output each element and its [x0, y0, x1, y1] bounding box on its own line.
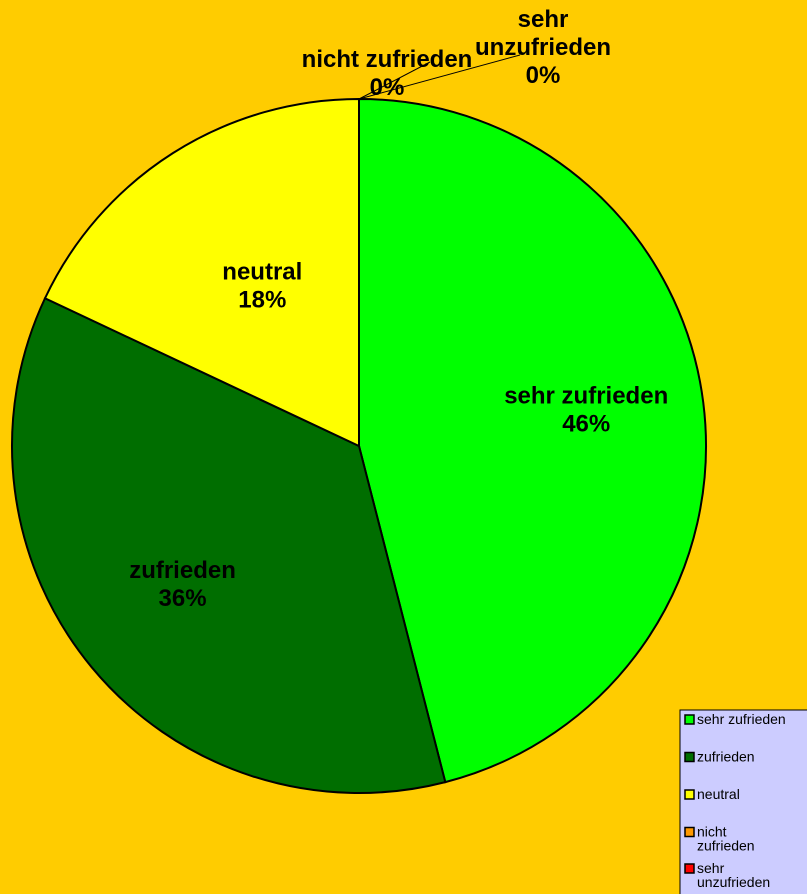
- slice-label: nicht zufrieden: [302, 46, 473, 73]
- slice-value-label: 0%: [370, 74, 405, 101]
- slice-label: neutral: [222, 259, 302, 286]
- legend-label: sehr zufrieden: [697, 711, 786, 727]
- leader-line: [358, 61, 431, 100]
- legend-label: sehr unzufrieden: [697, 860, 770, 890]
- legend-swatch: [684, 789, 695, 800]
- pie-slice: [358, 97, 707, 784]
- legend-swatch: [684, 751, 695, 763]
- legend-box: [679, 709, 807, 894]
- legend-swatch: [684, 863, 695, 874]
- legend-label: neutral: [697, 786, 740, 802]
- pie-slice: [43, 97, 360, 448]
- legend-swatch: [684, 826, 695, 838]
- slice-label: zufrieden: [129, 557, 236, 584]
- slice-label: sehr zufrieden: [504, 382, 668, 409]
- pie-slice: [11, 296, 447, 794]
- legend-swatch: [684, 714, 695, 725]
- slice-label: sehr unzufrieden: [475, 6, 611, 61]
- legend-label: zufrieden: [697, 749, 755, 765]
- slice-value-label: 18%: [238, 287, 286, 314]
- leader-line: [358, 54, 521, 100]
- legend-label: nicht zufrieden: [697, 824, 755, 854]
- slice-value-label: 36%: [159, 585, 207, 612]
- slice-value-label: 0%: [526, 62, 561, 89]
- slice-value-label: 46%: [562, 410, 610, 437]
